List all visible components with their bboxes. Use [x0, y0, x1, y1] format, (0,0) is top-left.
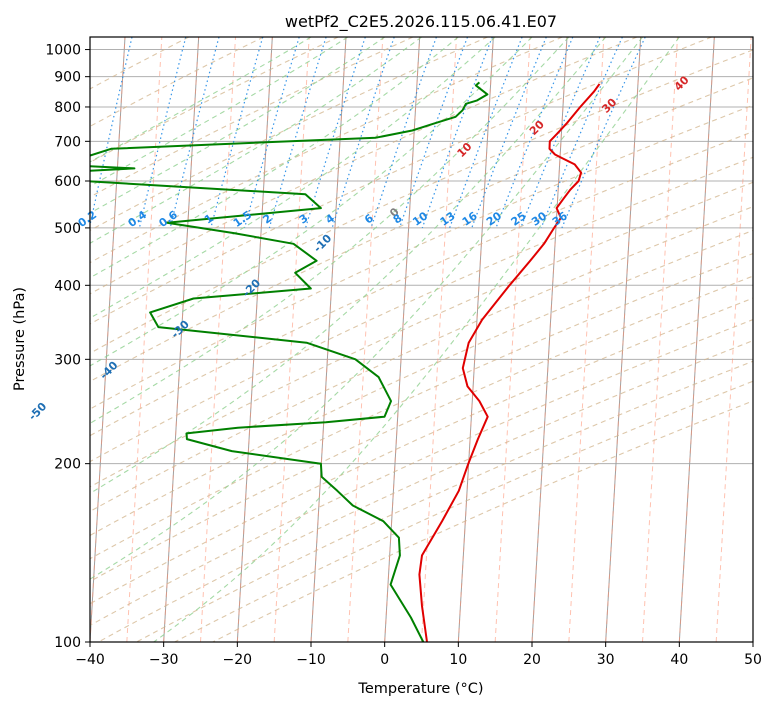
dry-adiabat	[174, 380, 753, 642]
moist-adiabat	[90, 37, 349, 187]
dashed-isotherm	[421, 37, 457, 642]
x-tick-label: −40	[75, 652, 105, 668]
dry-adiabat	[90, 37, 563, 264]
dashed-isotherm	[715, 37, 752, 642]
plot-frame	[89, 36, 754, 643]
dashed-isotherm	[126, 37, 163, 642]
mixing-ratio-line	[561, 37, 646, 229]
mixing-ratio-line	[331, 37, 395, 229]
dashed-isotherm	[457, 37, 494, 642]
thermodynamic-background-lines	[90, 37, 753, 642]
dashed-isotherm	[494, 37, 531, 642]
mixing-ratio-line	[495, 37, 574, 229]
dashed-isotherm	[90, 37, 126, 642]
dashed-isotherm	[200, 37, 236, 642]
dashed-isotherm	[384, 37, 421, 642]
x-tick-label: 20	[523, 652, 541, 668]
dashed-isotherm	[568, 37, 605, 642]
dry-adiabat	[90, 229, 753, 537]
x-tick-label: 50	[744, 652, 762, 668]
moist-adiabat	[90, 37, 533, 367]
dashed-isotherm	[310, 37, 347, 642]
dry-adiabat	[98, 340, 753, 642]
dry-adiabat	[90, 37, 339, 164]
y-tick-label: 500	[54, 221, 81, 237]
temperature-profile-line	[418, 83, 601, 642]
x-tick-label: −20	[223, 652, 253, 668]
moist-adiabat	[90, 37, 570, 425]
mixing-ratio-line	[169, 37, 220, 229]
y-tick-label: 600	[54, 174, 81, 190]
x-tick-label: 0	[380, 652, 389, 668]
x-axis-title: Temperature (°C)	[357, 681, 483, 697]
dewpoint-profile-line	[90, 81, 489, 642]
dashed-isotherm	[531, 37, 568, 642]
dry-adiabat	[90, 275, 753, 583]
dashed-isotherm	[273, 37, 310, 642]
y-tick-label: 800	[54, 100, 81, 116]
x-tick-label: 40	[670, 652, 688, 668]
dry-adiabat	[90, 252, 753, 560]
y-axis-title: Pressure (hPa)	[12, 287, 28, 391]
mixing-ratio-line	[90, 37, 133, 228]
y-tick-label: 400	[54, 278, 81, 294]
mixing-ratio-line	[244, 37, 300, 229]
y-tick-label: 100	[54, 635, 81, 651]
moist-adiabat	[90, 37, 643, 580]
profile-series	[90, 81, 601, 642]
x-tick-label: 30	[597, 652, 615, 668]
x-tick-label: 10	[449, 652, 467, 668]
chart-title: wetPf2_C2E5.2026.115.06.41.E07	[285, 12, 557, 32]
mixing-ratio-line	[138, 37, 187, 229]
y-tick-label: 200	[54, 457, 81, 473]
dry-adiabat	[90, 37, 638, 295]
y-tick-label: 900	[54, 70, 81, 86]
mixing-ratio-line	[540, 37, 623, 229]
dry-adiabat	[90, 318, 753, 627]
dashed-isotherm	[642, 37, 678, 642]
moist-adiabat	[90, 37, 386, 214]
y-axis-ticks: 100 200 300 400 500 600 700 800 900 1000	[45, 43, 90, 651]
mixing-ratio-line	[268, 37, 327, 229]
dry-adiabat	[90, 104, 753, 410]
y-tick-label: 1000	[45, 43, 81, 59]
dry-adiabat	[90, 37, 712, 325]
y-tick-label: 700	[54, 134, 81, 150]
dashed-isotherm	[605, 37, 642, 642]
mixing-ratio-line	[305, 37, 366, 229]
x-tick-label: −10	[296, 652, 326, 668]
x-axis-ticks: −40 −30 −20 −10 0 10 20 30 40 50	[75, 642, 762, 668]
dashed-isotherm	[236, 37, 273, 642]
dashed-isotherm	[678, 37, 715, 642]
x-tick-label: −30	[149, 652, 179, 668]
mixing-ratio-line	[210, 37, 264, 229]
y-tick-label: 300	[54, 352, 81, 368]
dry-adiabat	[90, 77, 753, 383]
